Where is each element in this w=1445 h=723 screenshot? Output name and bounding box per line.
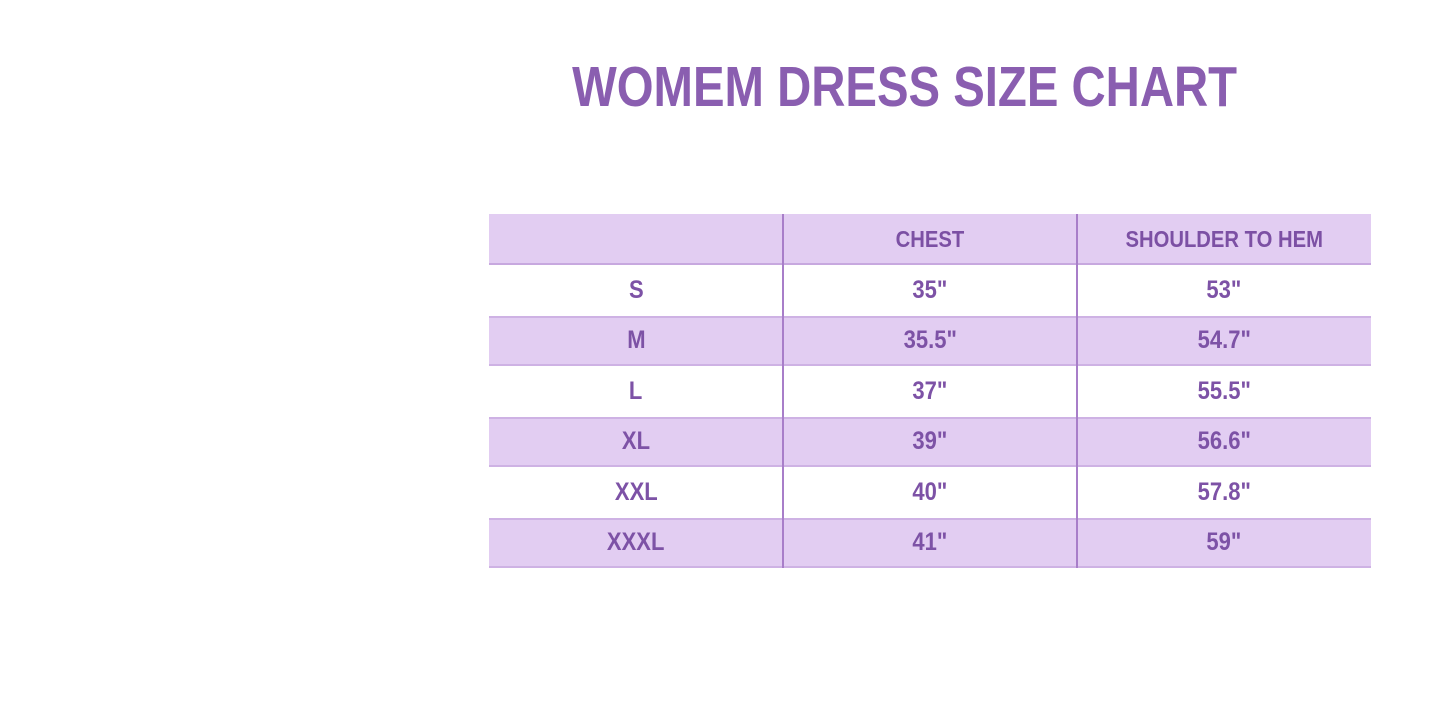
size-cell: L — [489, 366, 783, 417]
table-row: XL 39" 56.6" — [489, 416, 1371, 468]
size-value: XL — [621, 427, 651, 456]
table-row: L 37" 55.5" — [489, 366, 1371, 417]
chest-cell: 40" — [783, 467, 1077, 518]
shoulder-to-hem-value: 56.6" — [1197, 427, 1251, 456]
chest-value: 37" — [912, 376, 948, 405]
table-row: XXXL 41" 59" — [489, 517, 1371, 569]
size-value: M — [626, 326, 646, 355]
size-cell: M — [489, 316, 783, 367]
size-cell: S — [489, 265, 783, 316]
size-cell: XXL — [489, 467, 783, 518]
chest-value: 39" — [912, 427, 948, 456]
column-divider — [782, 214, 784, 568]
chest-cell: 39" — [783, 417, 1077, 468]
shoulder-to-hem-value: 54.7" — [1197, 326, 1251, 355]
size-cell: XXXL — [489, 518, 783, 569]
header-cell-chest: CHEST — [783, 214, 1077, 265]
column-divider — [1076, 214, 1078, 568]
size-value: XXXL — [607, 528, 665, 557]
header-cell-shoulder-to-hem-label: SHOULDER TO HEM — [1125, 226, 1323, 252]
shoulder-to-hem-value: 59" — [1206, 528, 1242, 557]
shoulder-to-hem-cell: 54.7" — [1077, 316, 1371, 367]
shoulder-to-hem-value: 53" — [1206, 275, 1242, 304]
size-value: L — [629, 376, 643, 405]
chest-value: 40" — [912, 477, 948, 506]
shoulder-to-hem-cell: 59" — [1077, 518, 1371, 569]
shoulder-to-hem-value: 55.5" — [1197, 376, 1251, 405]
table-row: XXL 40" 57.8" — [489, 467, 1371, 518]
size-value: XXL — [614, 477, 658, 506]
table-header-row: CHEST SHOULDER TO HEM — [489, 214, 1371, 265]
chest-cell: 37" — [783, 366, 1077, 417]
chest-value: 35.5" — [903, 326, 957, 355]
shoulder-to-hem-cell: 56.6" — [1077, 417, 1371, 468]
header-cell-size — [489, 214, 783, 265]
size-value: S — [628, 275, 644, 304]
chest-cell: 41" — [783, 518, 1077, 569]
size-cell: XL — [489, 417, 783, 468]
chest-value: 35" — [912, 275, 948, 304]
shoulder-to-hem-cell: 55.5" — [1077, 366, 1371, 417]
page-title: WOMEM DRESS SIZE CHART — [572, 55, 1238, 119]
table-row: S 35" 53" — [489, 265, 1371, 316]
chest-value: 41" — [912, 528, 948, 557]
chest-cell: 35.5" — [783, 316, 1077, 367]
header-cell-chest-label: CHEST — [895, 226, 965, 252]
shoulder-to-hem-cell: 57.8" — [1077, 467, 1371, 518]
page-title-wrap: WOMEM DRESS SIZE CHART — [464, 59, 1346, 116]
table-row: M 35.5" 54.7" — [489, 315, 1371, 367]
shoulder-to-hem-cell: 53" — [1077, 265, 1371, 316]
header-cell-shoulder-to-hem: SHOULDER TO HEM — [1077, 214, 1371, 265]
chest-cell: 35" — [783, 265, 1077, 316]
shoulder-to-hem-value: 57.8" — [1197, 477, 1251, 506]
size-chart-table: CHEST SHOULDER TO HEM S 35" 53" M 35.5" — [489, 214, 1371, 568]
